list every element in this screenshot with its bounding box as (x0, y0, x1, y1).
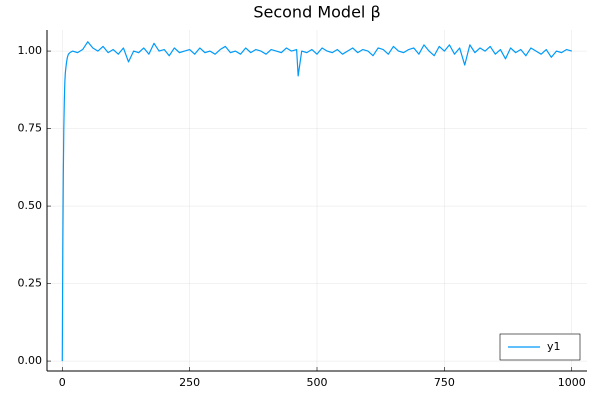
y-tick-label: 0.75 (18, 122, 43, 135)
y-tick-label: 1.00 (18, 44, 43, 57)
legend-label: y1 (547, 340, 561, 353)
y-tick-label: 0.00 (18, 354, 43, 367)
x-tick-label: 500 (307, 376, 328, 389)
chart-title: Second Model β (253, 3, 380, 22)
x-tick-label: 250 (179, 376, 200, 389)
data-line (61, 41, 572, 362)
y-tick-label: 0.50 (18, 199, 43, 212)
y-tick-label: 0.25 (18, 277, 43, 290)
x-tick-label: 1000 (558, 376, 586, 389)
x-tick-label: 750 (434, 376, 455, 389)
x-tick-label: 0 (59, 376, 66, 389)
